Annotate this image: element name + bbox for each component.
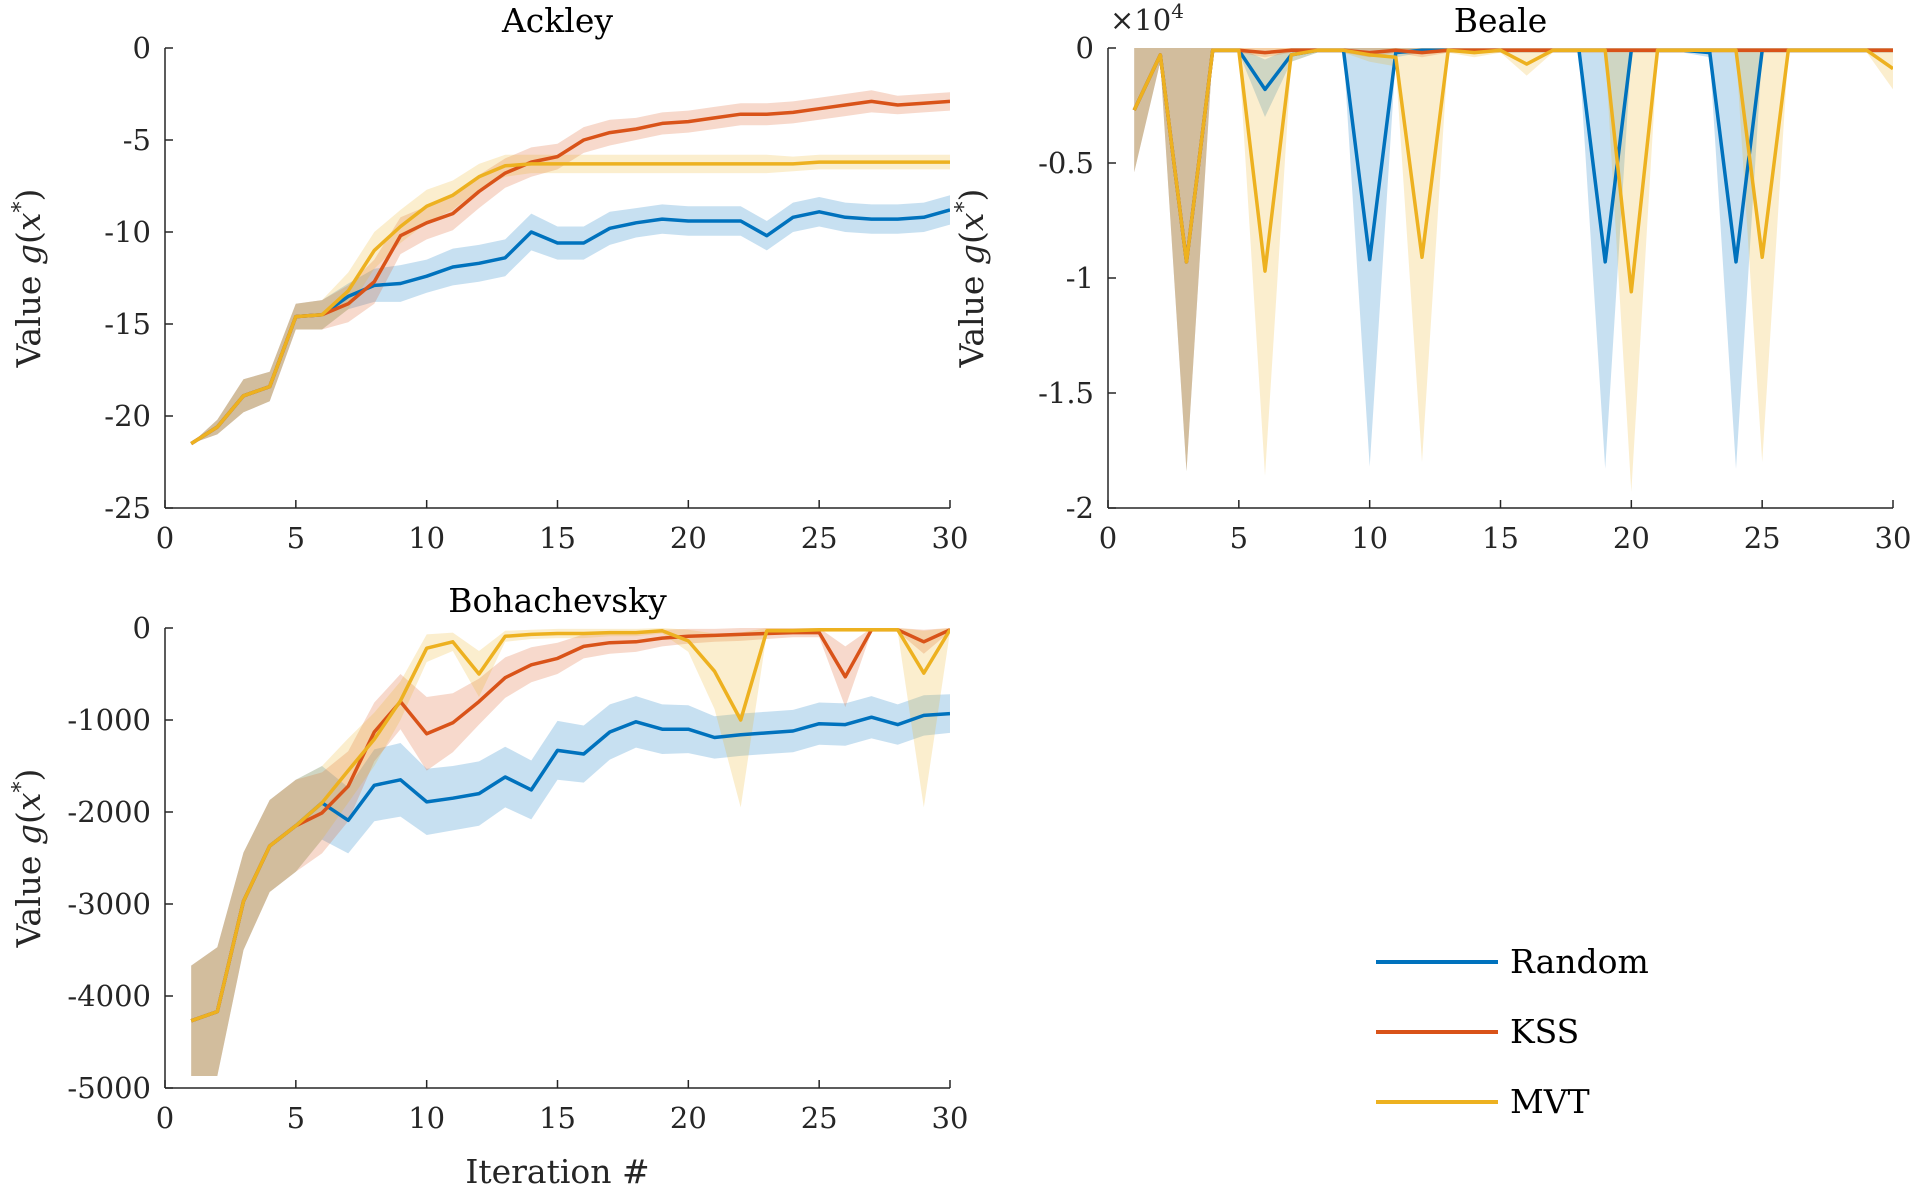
beale-x-tick-label: 0 (1099, 521, 1117, 555)
bohachevsky-y-tick-label: -4000 (67, 979, 151, 1013)
beale-plot-area (1132, 48, 1893, 492)
bohachevsky-mvt-band (191, 628, 950, 1076)
beale-x-tick-label: 30 (1875, 521, 1912, 555)
bohachevsky-y-tick-label: -3000 (67, 887, 151, 921)
bohachevsky-x-tick-label: 5 (287, 1101, 305, 1135)
ackley-y-tick-label: -15 (104, 307, 151, 341)
bohachevsky-x-tick-label: 15 (539, 1101, 576, 1135)
bohachevsky-y-tick-label: -1000 (67, 703, 151, 737)
beale-mvt-band (1134, 48, 1893, 492)
bohachevsky-x-tick-label: 10 (408, 1101, 445, 1135)
legend: Random KSS MVT (1376, 942, 1649, 1121)
bohachevsky-y-axis-label: Value g(x*) (9, 769, 48, 949)
bohachevsky-plot: 0 5 10 15 20 25 30 0 -1000 -2000 -3000 -4000 -5000 Bo… (9, 581, 968, 1191)
ackley-y-tick-label: -5 (123, 123, 151, 157)
beale-x-tick-label: 25 (1744, 521, 1781, 555)
bohachevsky-y-tick-label: -5000 (67, 1071, 151, 1105)
bohachevsky-plot-area (190, 628, 950, 1076)
ackley-x-tick-label: 25 (801, 521, 838, 555)
beale-random-band (1134, 48, 1893, 472)
ackley-x-tick-label: 5 (287, 521, 305, 555)
bohachevsky-random-band (191, 694, 950, 1076)
bohachevsky-y-tick-label: -2000 (67, 795, 151, 829)
legend-mvt-label: MVT (1510, 1082, 1590, 1121)
beale-y-tick-label: -1.5 (1038, 376, 1094, 410)
ackley-plot-area (190, 90, 950, 446)
beale-x-tick-label: 20 (1613, 521, 1650, 555)
ackley-y-tick-label: -10 (104, 215, 151, 249)
beale-x-tick-label: 5 (1230, 521, 1248, 555)
ackley-mvt-band (191, 154, 950, 444)
beale-y-tick-label: -0.5 (1038, 146, 1094, 180)
bohachevsky-kss-band (191, 628, 950, 1076)
ackley-y-axis-label: Value g(x*) (9, 189, 48, 369)
bohachevsky-mvt-line (190, 628, 950, 1023)
beale-title: Beale (1454, 1, 1548, 40)
ackley-x-tick-label: 30 (932, 521, 969, 555)
beale-plot: 0 5 10 15 20 25 300-0.5-1-1.5-2×104 BealeValue … (952, 0, 1911, 555)
beale-x-tick-label: 15 (1482, 521, 1519, 555)
ackley-x-tick-label: 20 (670, 521, 707, 555)
legend-kss-label: KSS (1510, 1012, 1579, 1051)
beale-y-axis-label: Value g(x*) (952, 189, 991, 369)
beale-y-tick-label: 0 (1076, 31, 1094, 65)
legend-random-label: Random (1510, 942, 1649, 981)
bohachevsky-x-tick-label: 0 (156, 1101, 174, 1135)
ackley-x-tick-label: 10 (408, 521, 445, 555)
beale-y-tick-label: -1 (1066, 261, 1094, 295)
ackley-title: Ackley (501, 1, 613, 40)
bohachevsky-x-tick-label: 30 (932, 1101, 969, 1135)
bohachevsky-y-tick-label: 0 (133, 611, 151, 645)
ackley-x-tick-label: 0 (156, 521, 174, 555)
ackley-y-tick-label: -25 (104, 491, 151, 525)
bohachevsky-x-tick-label: 20 (670, 1101, 707, 1135)
beale-x-tick-label: 10 (1351, 521, 1388, 555)
ackley-plot: 0 5 10 15 20 25 30 0 -5 -10 -15 -20 -25 Ackley Value g… (9, 1, 968, 555)
bohachevsky-title: Bohachevsky (448, 581, 667, 620)
bohachevsky-kss-line (190, 628, 950, 1023)
ackley-y-tick-label: 0 (133, 31, 151, 65)
bohachevsky-x-tick-label: 25 (801, 1101, 838, 1135)
beale-y-tick-label: -2 (1066, 491, 1094, 525)
ackley-kss-band (191, 90, 950, 444)
ackley-mvt-line (190, 160, 950, 446)
ackley-x-tick-label: 15 (539, 521, 576, 555)
bohachevsky-x-axis-label: Iteration # (465, 1152, 649, 1191)
beale-mvt-line (1132, 48, 1893, 294)
ackley-y-tick-label: -20 (104, 399, 151, 433)
beale-kss-band (1134, 48, 1893, 472)
beale-kss-line (1132, 48, 1893, 264)
